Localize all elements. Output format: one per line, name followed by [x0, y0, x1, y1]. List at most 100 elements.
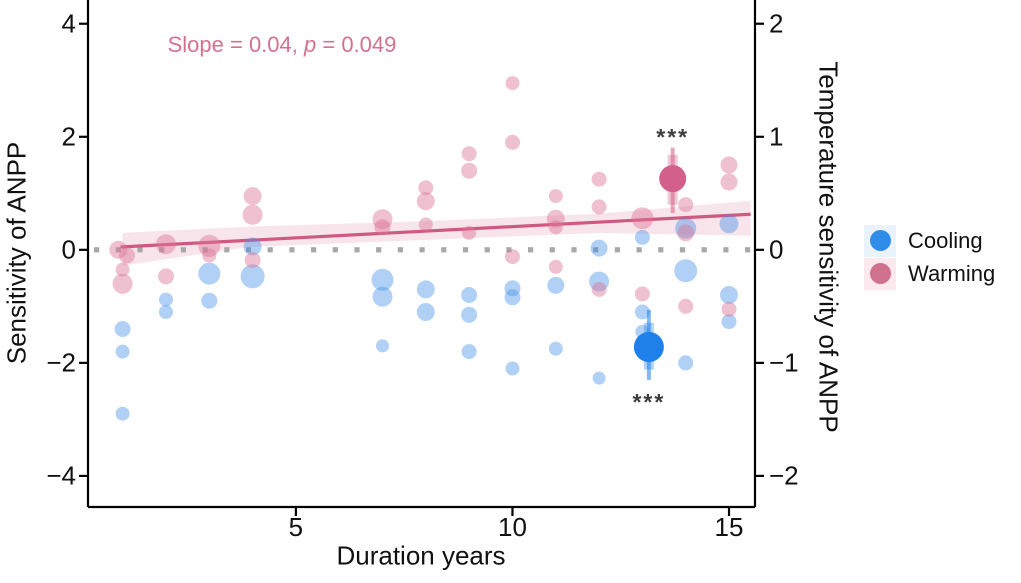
- scatter-point-warming: [678, 197, 694, 213]
- scatter-point-warming: [591, 199, 607, 215]
- y-left-tick-label: 4: [61, 8, 76, 39]
- zero-line-dot: [397, 247, 403, 253]
- scatter-point-warming: [634, 286, 650, 302]
- scatter-point-warming: [591, 281, 607, 297]
- zero-line-dot: [159, 247, 165, 253]
- mean-point-cooling: [633, 332, 664, 363]
- zero-line-dot: [484, 247, 490, 253]
- scatter-point-warming: [548, 220, 563, 235]
- zero-line-dot: [180, 247, 186, 253]
- scatter-point-cooling: [678, 355, 694, 371]
- y-right-tick-label: −2: [769, 460, 799, 491]
- y-right-axis-title: Temperature sensitivity of ANPP: [813, 61, 844, 433]
- scatter-point-cooling: [590, 239, 608, 257]
- zero-line-dot: [289, 247, 295, 253]
- zero-line-dot: [506, 247, 512, 253]
- scatter-point-warming: [461, 162, 478, 179]
- legend-label: Warming: [908, 260, 996, 286]
- zero-line-dot: [376, 247, 382, 253]
- y-left-tick-label: −2: [46, 347, 76, 378]
- zero-line-dot: [549, 247, 555, 253]
- scatter-point-cooling: [240, 264, 265, 289]
- zero-line-dot: [701, 247, 707, 253]
- x-tick-label: 5: [288, 512, 304, 542]
- scatter-point-cooling: [634, 229, 650, 245]
- scatter-point-cooling: [721, 314, 737, 330]
- scatter-point-cooling: [376, 339, 389, 353]
- scatter-point-warming: [505, 249, 520, 265]
- annotation-p-symbol: p: [304, 32, 317, 57]
- scatter-point-cooling: [416, 280, 435, 299]
- scatter-point-cooling: [634, 304, 650, 320]
- y-right-tick-label: 2: [769, 8, 784, 39]
- scatter-point-cooling: [416, 303, 435, 321]
- regression-annotation: Slope = 0.04, p = 0.049: [168, 32, 397, 58]
- scatter-point-cooling: [115, 406, 130, 421]
- legend-dot-icon: [869, 230, 891, 251]
- scatter-point-cooling: [115, 344, 130, 359]
- mean-point-warming: [659, 165, 687, 193]
- scatter-point-warming: [109, 240, 128, 259]
- legend-item-warming: Warming: [864, 257, 995, 290]
- zero-line-dot: [311, 247, 317, 253]
- zero-line-dot: [614, 247, 620, 253]
- regression-line: [120, 212, 751, 249]
- legend-item-cooling: Cooling: [864, 224, 995, 257]
- scatter-point-warming: [461, 146, 477, 162]
- scatter-point-cooling: [198, 262, 221, 285]
- annotation-slope-text: Slope = 0.04,: [167, 32, 304, 57]
- zero-line-dot: [419, 247, 425, 253]
- scatter-point-cooling: [159, 292, 173, 307]
- scatter-point-warming: [156, 234, 176, 255]
- y-left-tick-label: 2: [61, 121, 76, 152]
- zero-line-dot: [593, 247, 599, 253]
- scatter-point-warming: [546, 209, 565, 228]
- scatter-point-warming: [418, 217, 433, 232]
- scatter-point-cooling: [114, 321, 131, 337]
- scatter-point-cooling: [719, 214, 739, 234]
- scatter-point-cooling: [504, 289, 521, 306]
- scatter-point-cooling: [372, 286, 393, 307]
- scatter-point-warming: [374, 219, 391, 236]
- zero-line-dot: [332, 247, 338, 253]
- scatter-point-cooling: [159, 305, 173, 319]
- zero-line-dot: [267, 247, 273, 253]
- scatter-point-warming: [678, 298, 694, 314]
- scatter-point-cooling: [504, 280, 521, 297]
- zero-line-dot: [658, 247, 664, 253]
- scatter-point-warming: [242, 204, 263, 225]
- scatter-point-warming: [677, 224, 695, 242]
- significance-stars-warming: ***: [656, 123, 690, 150]
- zero-line-dot: [94, 247, 100, 253]
- scatter-point-warming: [591, 171, 607, 187]
- legend: Cooling Warming: [864, 224, 995, 290]
- zero-line-dot: [115, 247, 121, 253]
- scatter-point-cooling: [592, 371, 606, 385]
- zero-line-dot: [723, 247, 729, 253]
- zero-line-dot: [462, 247, 469, 253]
- scatter-point-warming: [462, 225, 477, 240]
- zero-line-dot: [202, 247, 208, 253]
- scatter-point-warming: [243, 187, 262, 206]
- zero-line-dot: [745, 247, 751, 253]
- scatter-point-warming: [115, 262, 130, 277]
- x-axis-title: Duration years: [336, 540, 506, 571]
- scatter-point-cooling: [201, 292, 218, 309]
- legend-key-cooling: [864, 224, 896, 257]
- y-right-tick-label: 1: [769, 121, 784, 152]
- scatter-point-warming: [244, 252, 261, 268]
- scatter-point-cooling: [461, 287, 478, 303]
- scatter-point-warming: [112, 273, 133, 294]
- scatter-point-cooling: [548, 341, 563, 356]
- zero-line-dot: [224, 247, 230, 253]
- legend-dot-icon: [869, 263, 891, 284]
- confidence-band: [122, 200, 751, 266]
- x-tick-label: 15: [714, 512, 744, 542]
- scatter-point-warming: [372, 209, 393, 230]
- y-right-tick-label: −1: [769, 347, 799, 378]
- scatter-point-warming: [505, 134, 520, 150]
- scatter-point-cooling: [720, 286, 738, 304]
- scatter-point-warming: [548, 189, 563, 204]
- scatter-point-warming: [505, 76, 520, 91]
